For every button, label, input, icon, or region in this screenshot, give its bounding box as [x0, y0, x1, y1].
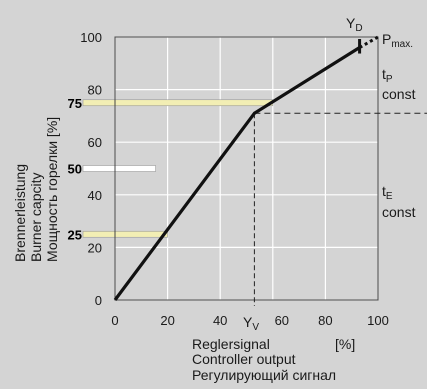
highlight-band-25	[82, 230, 168, 238]
x-axis-unit: [%]	[335, 336, 355, 352]
te-label-sub: E	[386, 191, 393, 202]
y-tick-100: 100	[80, 30, 102, 45]
x-axis-title-line-3: Регулирующий сигнал	[192, 367, 336, 383]
te-label-main: t	[382, 183, 386, 199]
yv-label: YV	[243, 314, 259, 333]
y-tick-40: 40	[88, 188, 102, 203]
plot-frame	[114, 36, 379, 301]
yd-label-sub: D	[355, 23, 362, 34]
x-axis-title-line-2: Controller output	[192, 351, 296, 367]
pmax-label: Pmax.	[382, 31, 413, 50]
yd-label-main: Y	[346, 15, 356, 31]
highlight-band-50	[82, 165, 156, 172]
x-axis-title-line-1: Reglersignal	[192, 336, 270, 352]
yv-label-sub: V	[252, 322, 259, 333]
yd-label: YD	[346, 15, 363, 34]
x-tick-20: 20	[160, 313, 174, 328]
y-axis-title: Brennerleistung Burner capcity Мощность …	[12, 117, 60, 262]
x-tick-40: 40	[213, 313, 227, 328]
highlight-labels: 25 50 75	[68, 96, 82, 243]
y-tick-80: 80	[88, 83, 102, 98]
y-tick-labels: 0 20 40 60 80 100	[80, 30, 102, 308]
x-tick-80: 80	[318, 313, 332, 328]
highlight-label-25: 25	[68, 227, 82, 242]
x-tick-labels: 0 20 40 60 80 100	[111, 313, 388, 328]
y-axis-title-line-3: Мощность горелки [%]	[44, 117, 60, 262]
pmax-label-sub: max.	[391, 39, 413, 50]
yv-label-main: Y	[243, 314, 253, 330]
te-const-label: const	[382, 204, 416, 220]
highlight-label-50: 50	[68, 162, 82, 177]
highlight-label-75: 75	[68, 96, 82, 111]
tp-label-sub: P	[386, 74, 393, 85]
reference-lines	[253, 112, 427, 306]
highlight-band-75	[82, 99, 274, 107]
pmax-label-main: P	[382, 31, 391, 47]
tp-const-label: const	[382, 86, 416, 102]
curve-group	[113, 35, 379, 301]
x-tick-0: 0	[111, 313, 118, 328]
y-tick-60: 60	[88, 135, 102, 150]
te-label: tE	[382, 183, 393, 202]
y-axis-title-line-2: Burner capcity	[28, 173, 44, 262]
x-tick-60: 60	[275, 313, 289, 328]
tp-label-main: t	[382, 66, 386, 82]
curve-dashed-end	[358, 35, 379, 49]
tp-label: tP	[382, 66, 393, 85]
y-tick-20: 20	[88, 240, 102, 255]
y-axis-title-line-1: Brennerleistung	[12, 164, 28, 262]
y-tick-0: 0	[95, 293, 102, 308]
x-tick-100: 100	[367, 313, 389, 328]
curve-line	[113, 46, 361, 301]
